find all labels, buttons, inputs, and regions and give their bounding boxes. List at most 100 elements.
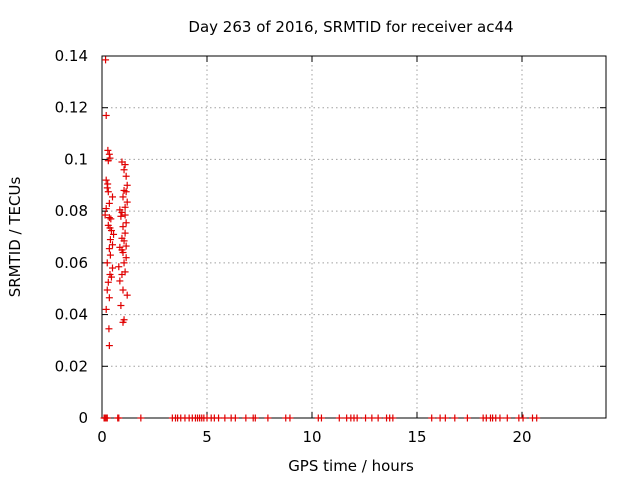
data-point: [115, 414, 123, 422]
data-point: [286, 414, 294, 422]
data-point: [519, 414, 527, 422]
data-point: [317, 414, 325, 422]
data-point: [122, 219, 130, 227]
data-point: [463, 414, 471, 422]
y-tick-label: 0: [78, 409, 88, 427]
data-point: [123, 291, 131, 299]
data-point: [122, 242, 130, 250]
data-point: [120, 259, 128, 267]
data-point: [119, 249, 127, 257]
data-point: [105, 294, 113, 302]
data-point: [221, 414, 229, 422]
data-point: [102, 111, 110, 119]
data-point: [105, 342, 113, 350]
data-point: [441, 414, 449, 422]
data-point: [119, 318, 127, 326]
data-point: [120, 166, 128, 174]
data-point: [107, 227, 115, 235]
data-point: [335, 414, 343, 422]
x-tick-label: 15: [407, 428, 426, 446]
data-point: [503, 414, 511, 422]
data-point: [428, 414, 436, 422]
data-point: [374, 414, 382, 422]
data-point: [109, 241, 116, 249]
data-point: [107, 215, 115, 223]
data-point: [251, 414, 259, 422]
y-tick-label: 0.12: [55, 99, 88, 117]
data-point: [389, 414, 397, 422]
data-point: [264, 414, 272, 422]
data-point: [105, 245, 113, 253]
data-point: [101, 211, 109, 219]
data-point: [115, 263, 123, 271]
data-point: [105, 150, 113, 158]
data-point: [117, 212, 125, 220]
chart-title: Day 263 of 2016, SRMTID for receiver ac4…: [188, 18, 513, 36]
axis-ticks: [101, 55, 606, 419]
y-tick-label: 0.02: [55, 357, 88, 375]
data-point: [119, 286, 127, 294]
data-point: [117, 302, 125, 310]
data-point: [104, 278, 112, 286]
data-points: [100, 56, 541, 422]
x-tick-label: 0: [97, 428, 107, 446]
data-point: [121, 229, 129, 237]
data-point: [107, 273, 115, 281]
data-point: [231, 414, 239, 422]
y-tick-label: 0.08: [55, 202, 88, 220]
y-tick-label: 0.04: [55, 306, 88, 324]
data-point: [362, 414, 370, 422]
y-tick-label: 0.14: [55, 47, 88, 65]
data-point: [123, 198, 131, 206]
x-tick-label: 5: [202, 428, 212, 446]
data-point: [103, 184, 111, 192]
data-point: [106, 236, 114, 244]
data-point: [122, 188, 130, 196]
data-point: [215, 414, 223, 422]
data-point: [105, 199, 113, 207]
data-point: [110, 230, 118, 238]
y-tick-label: 0.06: [55, 254, 88, 272]
data-point: [121, 203, 129, 211]
data-point: [496, 414, 504, 422]
data-point: [104, 188, 112, 196]
data-point: [104, 146, 112, 154]
data-point: [105, 325, 113, 333]
data-point: [109, 193, 116, 201]
data-point: [122, 254, 130, 262]
data-point: [137, 414, 145, 422]
y-tick-label: 0.1: [64, 150, 88, 168]
data-point: [368, 414, 376, 422]
data-point: [103, 286, 111, 294]
data-point: [121, 211, 129, 219]
data-point: [102, 205, 110, 213]
data-point: [353, 414, 361, 422]
data-point: [123, 181, 131, 189]
x-tick-label: 20: [512, 428, 531, 446]
data-point: [242, 414, 250, 422]
data-point: [116, 277, 124, 285]
data-point: [102, 176, 110, 184]
data-point: [102, 305, 110, 313]
data-point: [118, 270, 126, 278]
plot-frame: [101, 55, 607, 419]
data-point: [120, 237, 128, 245]
data-point: [451, 414, 459, 422]
data-point: [103, 414, 111, 422]
data-point: [122, 172, 130, 180]
data-point: [106, 251, 114, 259]
y-axis-label: SRMTID / TECUs: [6, 177, 24, 298]
data-point: [102, 56, 110, 64]
x-tick-label: 10: [302, 428, 321, 446]
data-point: [119, 193, 127, 201]
data-point: [104, 157, 112, 165]
data-point: [105, 214, 113, 222]
data-point: [103, 259, 111, 267]
x-axis-label: GPS time / hours: [288, 457, 414, 475]
data-point: [533, 414, 541, 422]
data-point: [109, 264, 116, 272]
grid: [102, 56, 606, 418]
data-point: [121, 161, 129, 169]
data-point: [119, 223, 127, 231]
